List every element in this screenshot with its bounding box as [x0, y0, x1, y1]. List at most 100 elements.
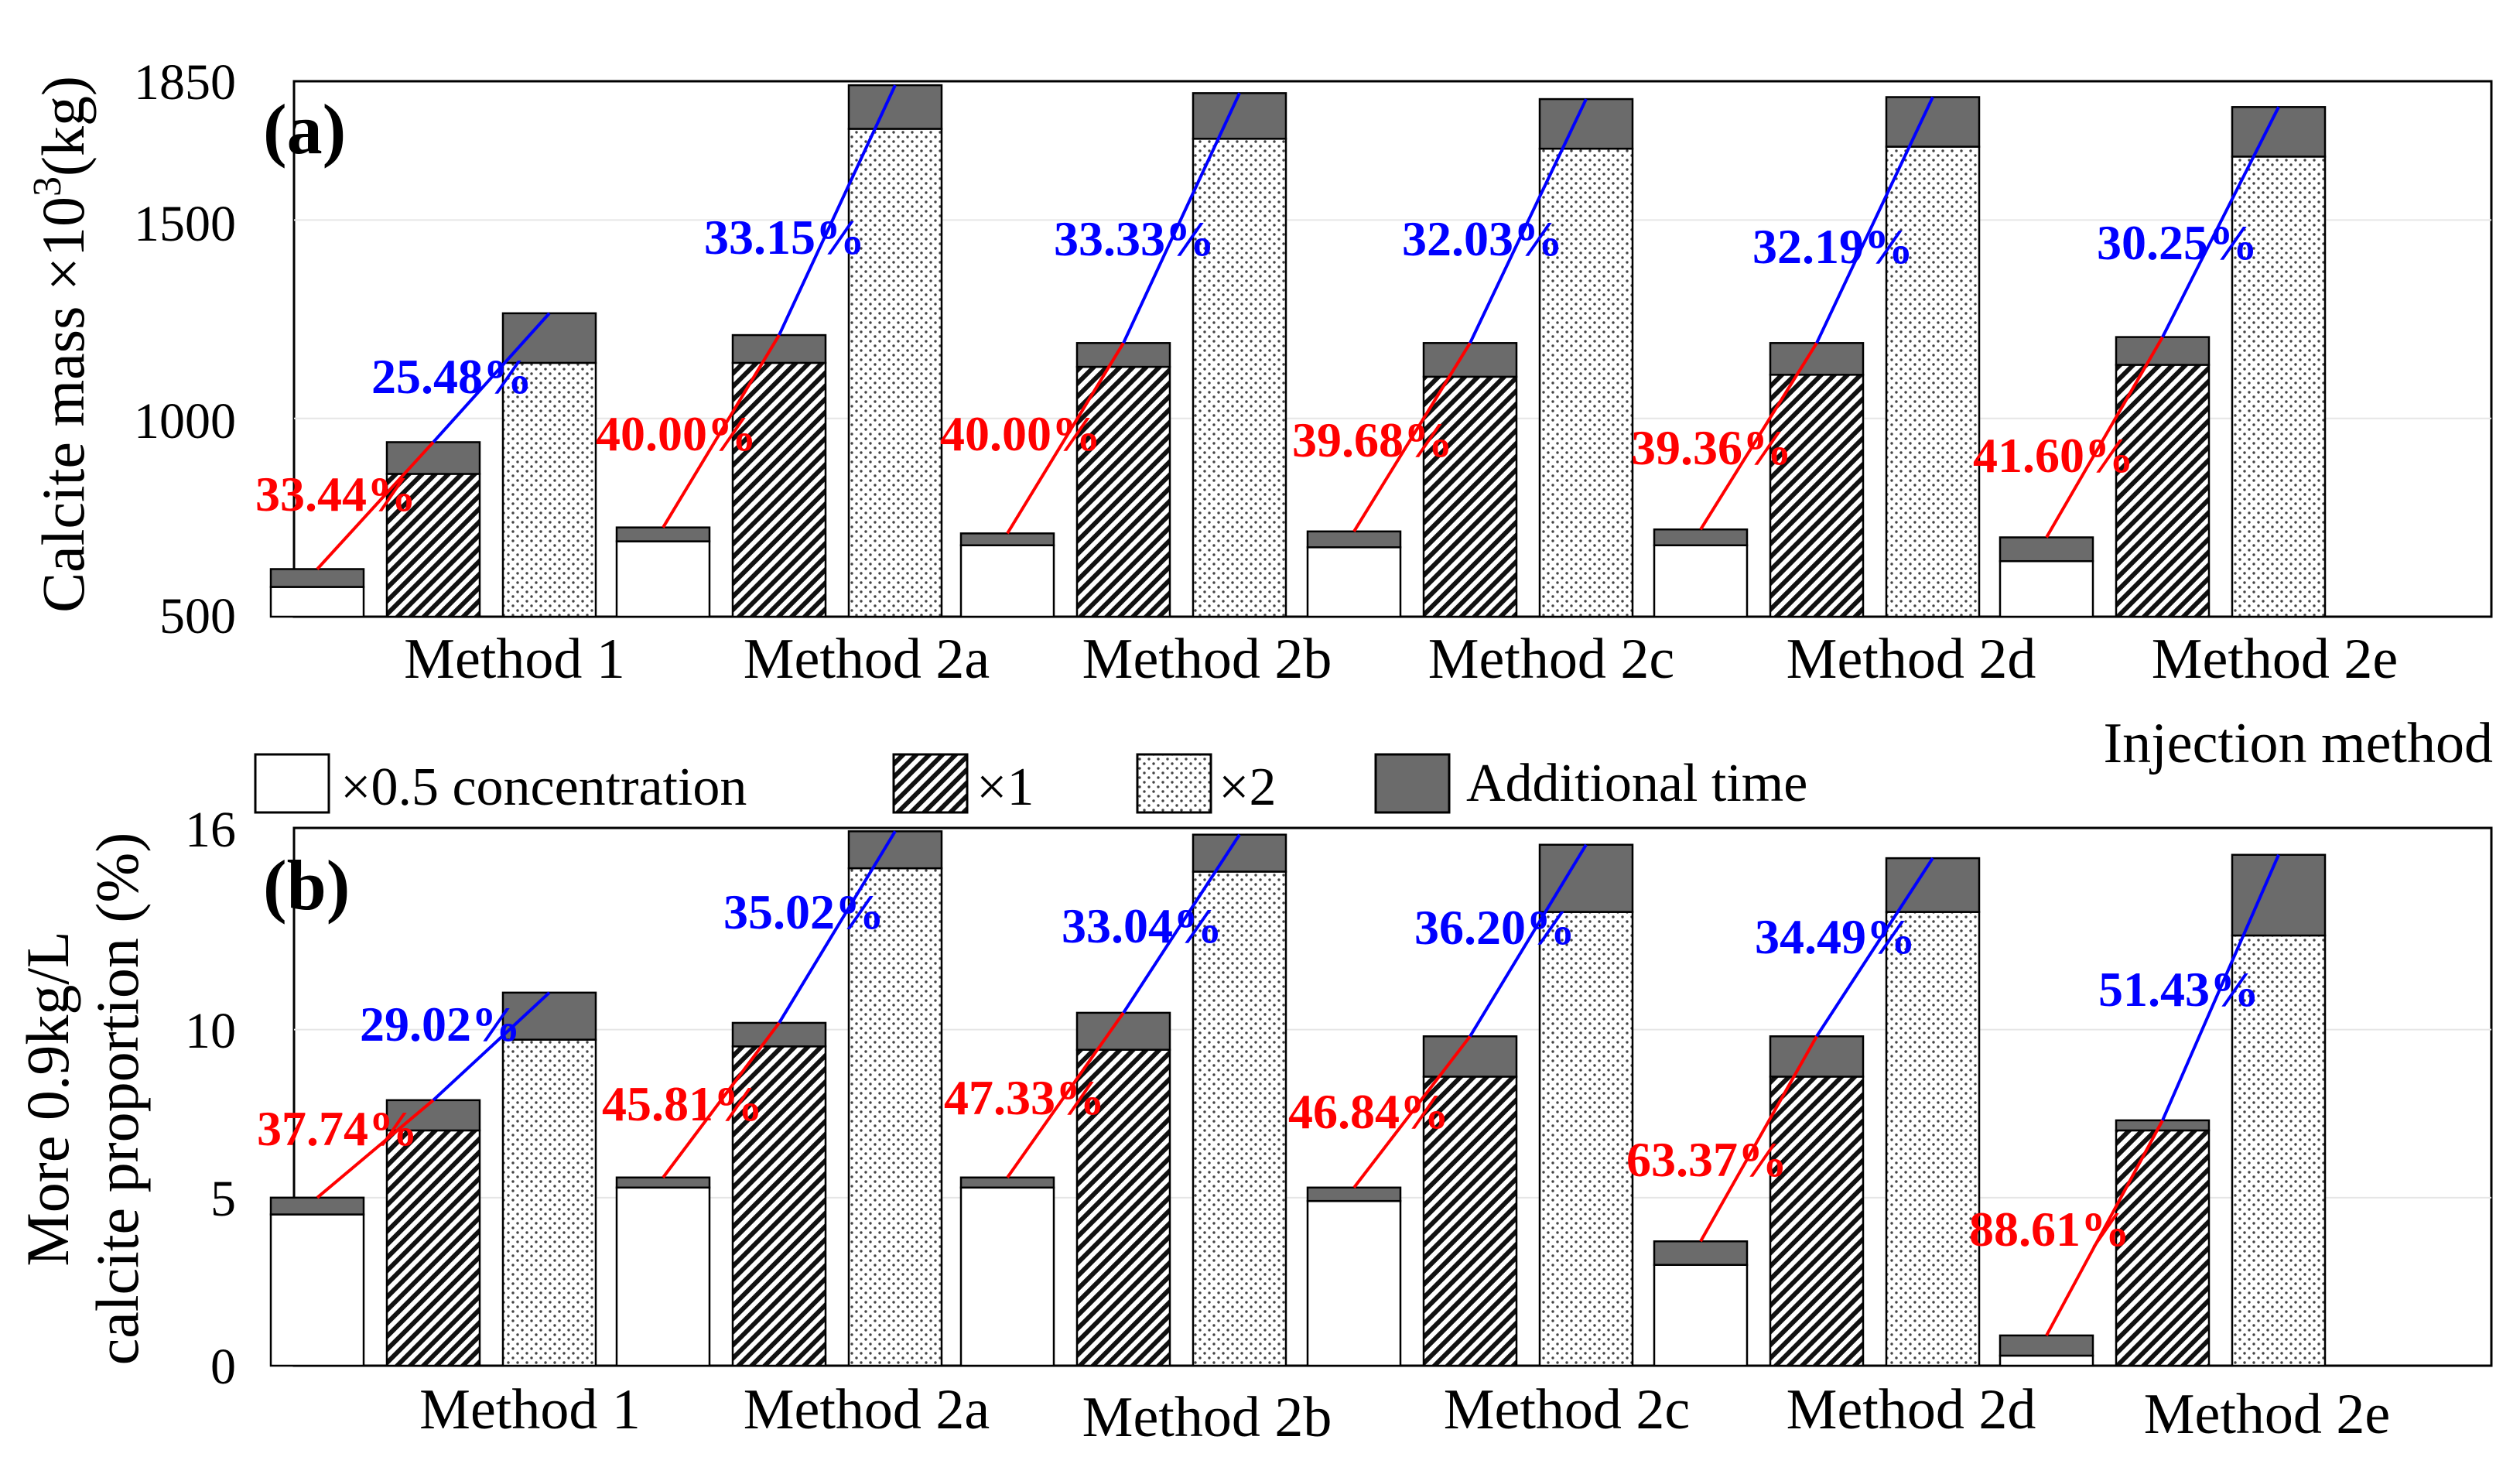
panel-a-category-label: Method 2c: [1428, 628, 1675, 691]
panel-b-increase-low-mid-label: 37.74%: [257, 1101, 418, 1156]
panel-a-bar-additional-time: [847, 84, 943, 130]
panel-a-increase-mid-high-label: 32.19%: [1752, 219, 1913, 274]
panel-a-bar-mid: [1769, 374, 1865, 618]
panel-a-increase-low-mid-label: 41.60%: [1973, 428, 2134, 483]
panel-a-bar-mid: [385, 473, 481, 618]
panel-a-bar-additional-time: [1075, 342, 1171, 368]
panel-a-category-label: Method 2b: [1082, 628, 1332, 691]
panel-a-trend-line-mid-high: [778, 84, 897, 336]
panel-a-increase-low-mid-label: 39.68%: [1292, 412, 1453, 467]
panel-a-y-tick-label: 1000: [134, 393, 236, 450]
panel-a-category-label: Method 2a: [744, 628, 990, 691]
legend-swatch-additional-time: [1374, 753, 1451, 814]
panel-a-bar-additional-time: [2231, 106, 2327, 158]
panel-a-y-tick-label: 500: [159, 588, 236, 645]
panel-b-bar-high: [1885, 911, 1981, 1367]
panel-b-y-axis-label-line1: More 0.9kg/L: [14, 931, 81, 1266]
panel-a-bar-additional-time: [1885, 96, 1981, 148]
panel-a-bar-additional-time: [1422, 342, 1518, 378]
panel-a-y-axis-label: Calcite mass ×103(kg): [26, 76, 97, 613]
panel-a-bar-mid: [2115, 364, 2211, 618]
panel-a-bar-low: [1653, 544, 1749, 618]
panel-b-bar-high: [501, 1038, 597, 1367]
panel-b-bar-additional-time: [1999, 1334, 2094, 1357]
panel-a-bar-high: [1538, 147, 1634, 618]
panel-a-increase-low-mid-label: 40.00%: [596, 406, 757, 461]
panel-b-bar-additional-time: [731, 1021, 827, 1048]
panel-b-trend-line-mid-high: [778, 830, 897, 1024]
panel-b-increase-low-mid-label: 88.61%: [1969, 1202, 2130, 1257]
panel-a-label: (a): [263, 90, 346, 169]
legend-swatch-mid: [892, 753, 969, 814]
panel-b-trend-line-low-mid: [662, 1021, 781, 1178]
panel-b-trend-lines: [316, 830, 2280, 1336]
panel-b-trend-line-low-mid: [1352, 1035, 1472, 1189]
panel-b-y-tick-label: 10: [185, 1003, 236, 1059]
panel-b-increase-low-mid-label: 63.37%: [1626, 1132, 1787, 1187]
legend-swatch-low: [254, 753, 330, 814]
panel-b-increase-mid-high-label: 35.02%: [723, 884, 884, 939]
panel-b-bar-additional-time: [615, 1176, 711, 1189]
panel-a-trend-line-low-mid: [2045, 336, 2164, 539]
panel-a-bar-mid: [1422, 375, 1518, 618]
panel-b-bar-low: [959, 1186, 1055, 1367]
panel-b-category-label: Method 2e: [2144, 1383, 2391, 1446]
panel-a-category-label: Method 2d: [1787, 628, 2036, 691]
panel-a-category-label: Method 2e: [2152, 628, 2399, 691]
panel-a-bar-additional-time: [1769, 342, 1865, 376]
panel-b-bar-high: [1192, 870, 1287, 1367]
panel-a-y-axis-label-part: Calcite mass: [29, 291, 97, 613]
panel-a-bar-low: [615, 540, 711, 618]
panel-a-bar-high: [2231, 156, 2327, 618]
panel-b-y-tick-label: 16: [185, 802, 236, 858]
panel-b-trend-line-low-mid: [2045, 1119, 2164, 1336]
panel-b-bar-additional-time: [1422, 1035, 1518, 1078]
panel-b-category-label: Method 2a: [744, 1378, 990, 1442]
legend-label: Additional time: [1466, 754, 1807, 813]
panel-b-bar-additional-time: [1075, 1011, 1171, 1051]
panel-a-bar-high: [1885, 145, 1981, 618]
panel-a-y-tick-label: 1500: [134, 196, 236, 252]
panel-a-y-axis-label-part: ×10: [29, 197, 97, 291]
panel-b-trend-line-low-mid: [1006, 1011, 1125, 1178]
panel-a-bar-additional-time: [615, 526, 711, 542]
panel-a-y-tick-label: 1850: [134, 54, 236, 111]
panel-b-bar-additional-time: [2231, 853, 2327, 937]
panel-a-trend-line-low-mid: [1006, 342, 1125, 535]
panel-b-increase-mid-high-label: 29.02%: [360, 997, 521, 1052]
panel-b-trend-line-mid-high: [1122, 833, 1241, 1014]
panel-a-trend-line-mid-high: [2161, 106, 2280, 338]
panel-a-bar-additional-time: [1306, 530, 1402, 549]
x-axis-label: Injection method: [2104, 712, 2493, 775]
panel-b-bar-additional-time: [847, 830, 943, 870]
panel-a-bar-high: [1192, 138, 1287, 618]
panel-a-increase-mid-high-label: 33.15%: [704, 210, 865, 265]
panel-b-bar-mid: [2115, 1129, 2211, 1367]
legend-label: ×0.5 concentration: [340, 758, 747, 817]
legend-label: ×1: [976, 758, 1034, 817]
panel-b-bar-mid: [1769, 1076, 1865, 1367]
panel-b-bar-mid: [731, 1045, 827, 1367]
panel-b-category-label: Method 2d: [1787, 1378, 2036, 1442]
legend-swatch-high: [1136, 753, 1212, 814]
panel-b: 0 5 10 16 (b) More 0.9kg/L calcite propo…: [14, 802, 2493, 1449]
panel-b-label: (b): [263, 846, 350, 925]
panel-b-bar-additional-time: [959, 1176, 1055, 1189]
panel-a-increase-mid-high-label: 25.48%: [371, 349, 532, 404]
panel-a-bar-low: [1999, 559, 2094, 618]
panel-b-bar-mid: [385, 1129, 481, 1367]
panel-b-category-label: Method 2b: [1082, 1386, 1332, 1449]
panel-b-increase-mid-high-label: 34.49%: [1755, 909, 1916, 964]
panel-b-increase-low-mid-label: 46.84%: [1288, 1084, 1449, 1139]
panel-b-increase-mid-high-label: 51.43%: [2098, 962, 2259, 1017]
panel-a-category-label: Method 1: [404, 628, 625, 691]
panel-b-bar-additional-time: [1769, 1035, 1865, 1078]
panel-a-increase-low-mid-label: 40.00%: [940, 406, 1101, 461]
panel-b-bar-high: [2231, 934, 2327, 1367]
panel-a-bar-additional-time: [385, 441, 481, 475]
panel-a-bar-additional-time: [1192, 92, 1287, 140]
panel-b-bar-low: [615, 1186, 711, 1367]
panel-b-trend-line-low-mid: [316, 1099, 435, 1199]
panel-a-trend-line-low-mid: [1699, 342, 1818, 531]
